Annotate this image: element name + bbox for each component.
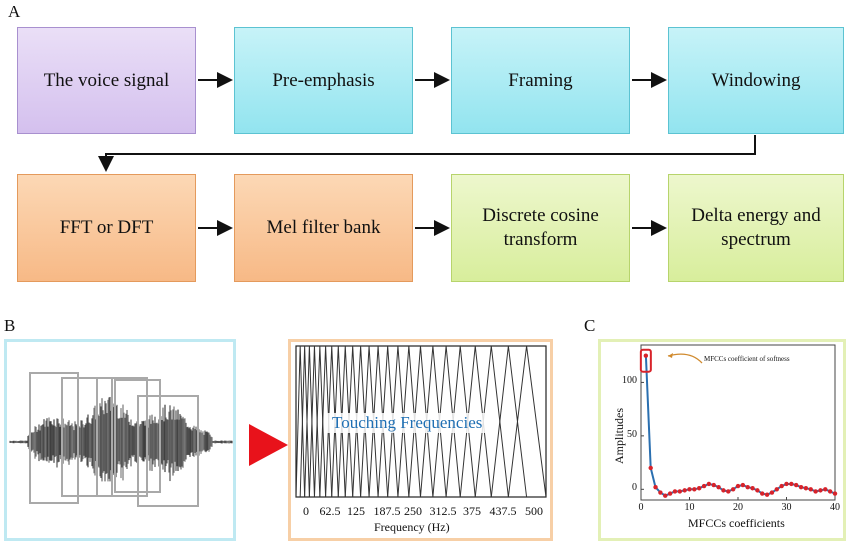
mfcc-point (716, 484, 721, 490)
mel-x-tick: 312.5 (429, 504, 457, 518)
touching-frequencies-label: Touching Frequencies (326, 413, 489, 433)
mel-x-tick: 125 (347, 504, 365, 518)
mfcc-point (823, 487, 828, 492)
mfcc-point (794, 482, 799, 488)
mfcc-series-line (644, 355, 836, 497)
mel-x-tick: 437.5 (489, 504, 517, 518)
mel-x-tick: 250 (404, 504, 422, 518)
mfcc-y-tick-label: 50 (627, 428, 637, 440)
mfcc-point (658, 490, 663, 495)
mfcc-point (653, 484, 658, 490)
mfcc-point (813, 489, 818, 494)
mel-filter-frame (288, 339, 553, 541)
mfcc-y-tick-label: 0 (632, 482, 637, 494)
mfcc-plot-area (640, 344, 836, 501)
mfcc-point (755, 488, 760, 493)
mfcc-point (769, 490, 775, 495)
mfcc-point (663, 493, 668, 498)
pre-emphasis-box: Pre-emphasis (234, 27, 413, 134)
framing-box: Framing (451, 27, 630, 134)
mfcc-point (677, 489, 682, 494)
mfcc-point (682, 488, 687, 493)
mel-x-tick: 0 (303, 504, 309, 518)
fft-dft-box: FFT or DFT (17, 174, 196, 282)
voice-signal-box: The voice signal (17, 27, 196, 134)
mfcc-point (711, 482, 716, 488)
panel-a-letter: A (8, 2, 21, 21)
mfcc-x-tick-label: 30 (781, 502, 792, 513)
mfcc-point (706, 481, 712, 487)
mfcc-point (726, 489, 731, 494)
delta-energy-box: Delta energy and spectrum (668, 174, 844, 282)
mfcc-point (832, 491, 838, 496)
mfcc-point (697, 486, 702, 491)
mfcc-point (730, 487, 736, 492)
mfcc-point (784, 481, 789, 487)
mel-x-tick: 62.5 (319, 504, 341, 518)
mfcc-point (687, 487, 692, 492)
mfcc-point (789, 481, 794, 487)
mfcc-x-tick-label: 20 (733, 502, 743, 513)
mfcc-annotation: MFCCs coefficient of softness (704, 355, 790, 363)
mfcc-point (672, 489, 678, 494)
mfcc-point (740, 482, 746, 488)
mfcc-point (798, 484, 804, 490)
mfcc-point (643, 353, 649, 358)
mfcc-point (774, 487, 779, 492)
mel-filter-bank-box: Mel filter bank (234, 174, 413, 282)
red-arrow-icon (249, 424, 288, 466)
windowing-box: Windowing (668, 27, 844, 134)
mel-x-tick: 187.5 (373, 504, 401, 518)
mfcc-point (760, 491, 765, 496)
panel-c-letter: C (584, 316, 596, 335)
mfcc-x-tick-label: 0 (638, 502, 644, 513)
mfcc-point (721, 488, 726, 493)
mfcc-point (779, 483, 784, 489)
dct-box: Discrete cosine transform (451, 174, 630, 282)
mfcc-chart-frame (598, 339, 846, 541)
mfcc-point (750, 486, 755, 491)
mfcc-point (735, 483, 741, 489)
mel-x-tick: 375 (463, 504, 481, 518)
mfcc-x-tick-label: 10 (684, 502, 695, 513)
mfcc-y-tick-label: 100 (622, 375, 637, 387)
panel-b-letter: B (4, 316, 16, 335)
arrow-wrap (98, 135, 756, 172)
mfcc-point (667, 491, 673, 496)
mel-x-tick: 500 (525, 504, 543, 518)
mfcc-point (803, 486, 809, 491)
mel-x-label: Frequency (Hz) (374, 520, 450, 534)
mfcc-point (692, 487, 697, 492)
waveform-frame (4, 339, 236, 541)
mfcc-point (764, 492, 770, 497)
mfcc-point (818, 488, 823, 493)
annotation-arrow (667, 353, 703, 364)
mfcc-point (827, 489, 833, 494)
mfcc-point (701, 483, 707, 489)
mfcc-point (745, 484, 750, 490)
mfcc-point (808, 487, 813, 492)
mfcc-x-tick-label: 40 (830, 502, 840, 513)
highlight-bracket (639, 348, 652, 373)
mfcc-point (648, 465, 653, 471)
mfcc-x-label: MFCCs coefficients (688, 516, 785, 530)
